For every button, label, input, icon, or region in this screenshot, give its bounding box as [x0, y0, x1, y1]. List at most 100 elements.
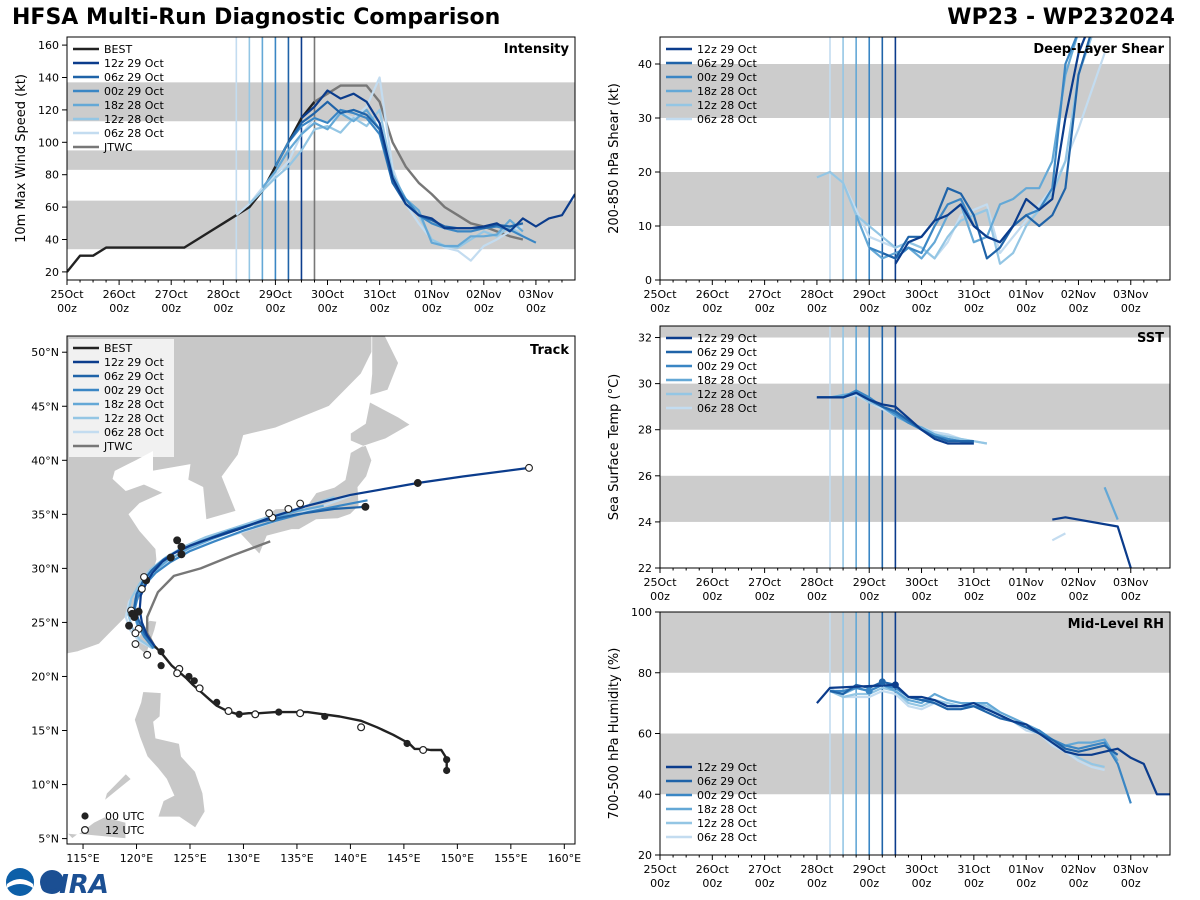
- shear-ytick-label: 0: [645, 274, 652, 287]
- track-legend-label-jtwc: JTWC: [103, 440, 133, 453]
- shear-xtick-label: 25Oct: [643, 288, 677, 301]
- track-legend-label-12z-29-oct: 12z 29 Oct: [104, 356, 164, 369]
- track-forecast-00utc-marker: [166, 553, 175, 562]
- track-xtick-label: 155°E: [494, 852, 527, 865]
- rh-xtick-label: 00z: [964, 877, 984, 890]
- shear-ytick-label: 40: [638, 58, 652, 71]
- rh-band: [660, 612, 1170, 673]
- intensity-xtick-label: 00z: [526, 302, 546, 315]
- track-00utc-marker: [157, 662, 165, 670]
- sst-legend-label-18z-28-oct: 18z 28 Oct: [697, 374, 757, 387]
- rh-xtick-label: 00z: [1121, 877, 1141, 890]
- track-forecast-12utc-marker: [284, 504, 293, 513]
- track-xtick-label: 115°E: [66, 852, 99, 865]
- track-00utc-marker: [157, 648, 165, 656]
- rh-ytick-label: 80: [638, 667, 652, 680]
- storm-id-title: WP23 - WP232024: [947, 5, 1175, 30]
- intensity-xtick-label: 01Nov: [414, 288, 450, 301]
- track-00utc-marker: [443, 756, 451, 764]
- shear-band: [660, 172, 1170, 226]
- intensity-xtick-label: 29Oct: [259, 288, 293, 301]
- sst-series-12z-29-oct: [816, 391, 974, 445]
- track-forecast-00utc-marker: [173, 536, 182, 545]
- shear-series-12z-28-oct: [816, 37, 1093, 265]
- intensity-xtick-label: 00z: [266, 302, 286, 315]
- rh-xtick-label: 30Oct: [905, 863, 939, 876]
- track-xtick-label: 160°E: [548, 852, 581, 865]
- intensity-panel-title: Intensity: [504, 42, 570, 57]
- track-12utc-marker: [419, 745, 428, 754]
- shear-xtick-label: 29Oct: [853, 288, 887, 301]
- track-ytick-label: 30°N: [31, 562, 59, 575]
- track-12utc-marker: [224, 707, 233, 716]
- rh-series-12z-29-oct: [816, 683, 1170, 796]
- shear-xtick-label: 00z: [912, 302, 932, 315]
- shear-xtick-label: 00z: [964, 302, 984, 315]
- track-legend-label-00z-29-oct: 00z 29 Oct: [104, 384, 164, 397]
- sst-xtick-label: 28Oct: [800, 576, 834, 589]
- track-legend-label-06z-29-oct: 06z 29 Oct: [104, 370, 164, 383]
- sst-series-12z-29-oct-segment: [1052, 516, 1132, 568]
- intensity-best-line: [67, 101, 316, 273]
- shear-legend-label-12z-28-oct: 12z 28 Oct: [697, 99, 757, 112]
- track-marker-legend-12utc-label: 12 UTC: [105, 824, 145, 837]
- intensity-ytick-label: 160: [38, 39, 59, 52]
- rh-xtick-label: 00z: [650, 877, 670, 890]
- track-marker-legend-12utc-symbol: [80, 825, 89, 834]
- track-forecast-00utc-marker: [125, 621, 133, 630]
- rh-legend-label-18z-28-oct: 18z 28 Oct: [697, 803, 757, 816]
- track-panel-title: Track: [530, 343, 569, 358]
- shear-series-06z-28-oct: [816, 52, 1106, 260]
- track-marker-legend-00utc-symbol: [81, 812, 89, 820]
- track-xtick-label: 145°E: [387, 852, 420, 865]
- sst-band: [660, 326, 1170, 338]
- sst-xtick-label: 29Oct: [853, 576, 887, 589]
- intensity-band: [67, 82, 575, 122]
- sst-xtick-label: 00z: [755, 590, 775, 603]
- track-00utc-marker: [403, 739, 411, 748]
- shear-xtick-label: 00z: [702, 302, 722, 315]
- sst-panel: 22242628303225Oct00z26Oct00z27Oct00z28Oc…: [607, 325, 1171, 603]
- rh-xtick-label: 27Oct: [748, 863, 782, 876]
- intensity-series-12z-29-oct: [300, 89, 575, 233]
- shear-xtick-label: 00z: [755, 302, 775, 315]
- intensity-ytick-label: 20: [45, 266, 59, 279]
- shear-xtick-label: 01Nov: [1008, 288, 1044, 301]
- intensity-legend-label-18z-28-oct: 18z 28 Oct: [104, 99, 164, 112]
- rh-xtick-label: 00z: [1016, 877, 1036, 890]
- sst-xtick-label: 00z: [964, 590, 984, 603]
- track-frame: [66, 335, 576, 845]
- cira-globe-icon: [40, 870, 64, 894]
- cira-logo-text: CIRA: [40, 870, 109, 898]
- track-12utc-marker: [195, 684, 204, 693]
- track-ytick-label: 20°N: [31, 670, 59, 683]
- shear-ytick-label: 30: [638, 112, 652, 125]
- shear-xtick-label: 03Nov: [1113, 288, 1149, 301]
- sst-legend-label-12z-29-oct: 12z 29 Oct: [697, 332, 757, 345]
- sst-legend-label-12z-28-oct: 12z 28 Oct: [697, 388, 757, 401]
- sst-ytick-label: 32: [638, 332, 652, 345]
- sst-xtick-label: 26Oct: [696, 576, 730, 589]
- track-12utc-marker: [173, 669, 182, 678]
- sakhalin-landmass: [369, 336, 399, 396]
- intensity-xtick-label: 02Nov: [466, 288, 502, 301]
- track-xtick-label: 140°E: [334, 852, 367, 865]
- sst-xtick-label: 03Nov: [1113, 576, 1149, 589]
- shear-xtick-label: 31Oct: [957, 288, 991, 301]
- rh-xtick-label: 00z: [1069, 877, 1089, 890]
- shear-xtick-label: 00z: [859, 302, 879, 315]
- intensity-legend-label-06z-28-oct: 06z 28 Oct: [104, 127, 164, 140]
- rh-xtick-label: 02Nov: [1061, 863, 1097, 876]
- shear-xtick-label: 00z: [807, 302, 827, 315]
- track-forecast-12utc-marker: [131, 629, 140, 638]
- sst-ytick-label: 24: [638, 516, 652, 529]
- intensity-ytick-label: 40: [45, 234, 59, 247]
- sst-ylabel: Sea Surface Temp (°C): [607, 374, 622, 521]
- shear-xtick-label: 00z: [1016, 302, 1036, 315]
- track-jtwc-line: [145, 540, 271, 647]
- shear-legend-label-06z-29-oct: 06z 29 Oct: [697, 57, 757, 70]
- track-xtick-label: 125°E: [173, 852, 206, 865]
- track-ytick-label: 35°N: [31, 508, 59, 521]
